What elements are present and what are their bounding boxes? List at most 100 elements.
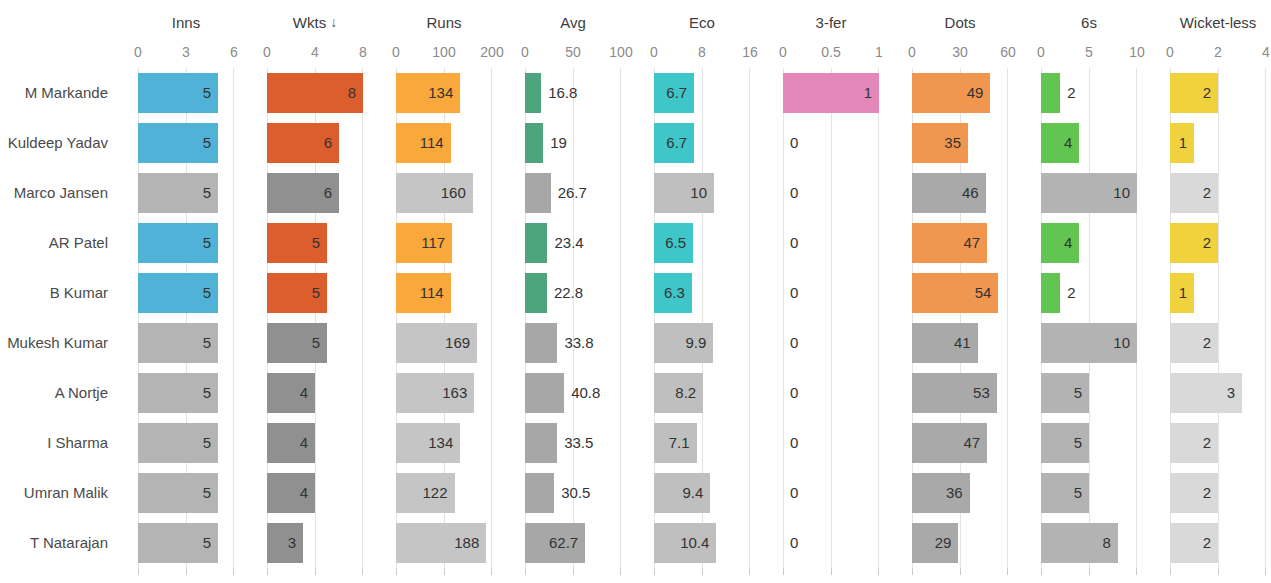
column-header-eco[interactable]: Eco [654,2,750,42]
bar-value: 7.1 [669,418,690,468]
bar-value: 5 [203,518,211,568]
bar-value: 5 [203,68,211,118]
column-title-label: 6s [1081,14,1097,31]
bar-value: 2 [1203,518,1211,568]
bar-value: 2 [1203,168,1211,218]
bar-value: 5 [312,218,320,268]
column-header-inns[interactable]: Inns [138,2,234,42]
axis-tick-mark [573,568,574,575]
bar-value: 8 [348,68,356,118]
row-label-player: M Markande [0,68,138,118]
axis-tick-label: 100 [432,44,455,60]
bar-row: 49 [912,68,1008,118]
bar-value: 41 [954,318,971,368]
bar-row: 122 [396,468,492,518]
bar-row: 23.4 [525,218,621,268]
row-label-player: AR Patel [0,218,138,268]
bar-row: 5 [138,118,234,168]
column-avg: Avg05010016.81926.723.422.833.840.833.53… [525,2,621,577]
column-header-3fer[interactable]: 3-fer [783,2,879,42]
bar-row: 169 [396,318,492,368]
row-label-player: B Kumar [0,268,138,318]
bar-row: 1 [1170,118,1266,168]
bar-value: 4 [300,418,308,468]
bar-row: 0 [783,118,879,168]
bar-value: 5 [203,368,211,418]
plot-area-eco: 6.76.7106.56.39.98.27.19.410.4 [654,68,750,568]
bar-value: 0 [790,368,798,418]
column-header-6s[interactable]: 6s [1041,2,1137,42]
bottom-axis-ticks [912,568,1008,577]
bar-row: 8 [267,68,363,118]
column-header-wicketless[interactable]: Wicket-less [1170,2,1266,42]
column-header-runs[interactable]: Runs [396,2,492,42]
bar-row: 6.7 [654,68,750,118]
axis-eco: 0816 [654,42,750,68]
column-title-label: Inns [172,14,200,31]
bar-value: 2 [1203,468,1211,518]
bar-row: 30.5 [525,468,621,518]
bar-value: 0 [790,418,798,468]
axis-tick-mark [960,568,961,575]
bar-value: 10 [1113,318,1130,368]
bar-value: 1 [864,68,872,118]
bar-row: 53 [912,368,1008,418]
axis-dots: 03060 [912,42,1008,68]
axis-tick-label: 10 [1129,44,1145,60]
column-runs: Runs010020013411416011711416916313412218… [396,2,492,577]
axis-tick-mark [749,568,750,575]
bar-value: 0 [790,218,798,268]
bar-value: 19 [550,118,567,168]
axis-tick-mark [1041,568,1042,575]
bar-value: 4 [300,468,308,518]
bar-value: 0 [790,518,798,568]
bar-row: 47 [912,218,1008,268]
axis-tick-label: 4 [1262,44,1270,60]
bar-value: 47 [964,218,981,268]
column-3fer: 3-fer00.511000000000 [783,2,879,577]
bar-row: 2 [1170,218,1266,268]
bar-6s [1041,123,1079,163]
bar-row: 5 [138,218,234,268]
plot-area-wicketless: 2122123222 [1170,68,1266,568]
column-wkts: Wkts↓0488665554443 [267,2,363,577]
axis-tick-mark [1170,568,1171,575]
bar-value: 33.8 [564,318,593,368]
bar-6s [1041,73,1060,113]
plot-area-3fer: 1000000000 [783,68,879,568]
bar-value: 114 [420,118,444,168]
bar-row: 2 [1041,268,1137,318]
bar-row: 5 [138,418,234,468]
bar-row: 5 [138,68,234,118]
bar-row: 41 [912,318,1008,368]
bar-row: 5 [138,318,234,368]
bar-row: 4 [1041,218,1137,268]
bar-value: 22.8 [554,268,583,318]
bar-value: 6 [324,118,332,168]
header-spacer [0,2,138,68]
axis-6s: 0510 [1041,42,1137,68]
bar-value: 3 [1227,368,1235,418]
bar-row: 6.3 [654,268,750,318]
axis-tick-label: 50 [565,44,581,60]
bar-avg [525,473,554,513]
bar-value: 5 [1074,418,1082,468]
bar-value: 2 [1067,68,1075,118]
bar-value: 46 [962,168,979,218]
bar-row: 10 [654,168,750,218]
axis-tick-label: 6 [230,44,238,60]
axis-tick-label: 100 [609,44,632,60]
column-header-wkts[interactable]: Wkts↓ [267,2,363,42]
axis-tick-mark [1218,568,1219,575]
bar-value: 10 [1113,168,1130,218]
column-header-dots[interactable]: Dots [912,2,1008,42]
bottom-axis-ticks [654,568,750,577]
column-header-avg[interactable]: Avg [525,2,621,42]
bar-row: 5 [267,218,363,268]
axis-tick-label: 0 [1037,44,1045,60]
axis-tick-mark [1007,568,1008,575]
bar-row: 4 [267,468,363,518]
axis-tick-label: 200 [480,44,503,60]
bar-row: 10 [1041,168,1137,218]
bar-value: 5 [1074,368,1082,418]
